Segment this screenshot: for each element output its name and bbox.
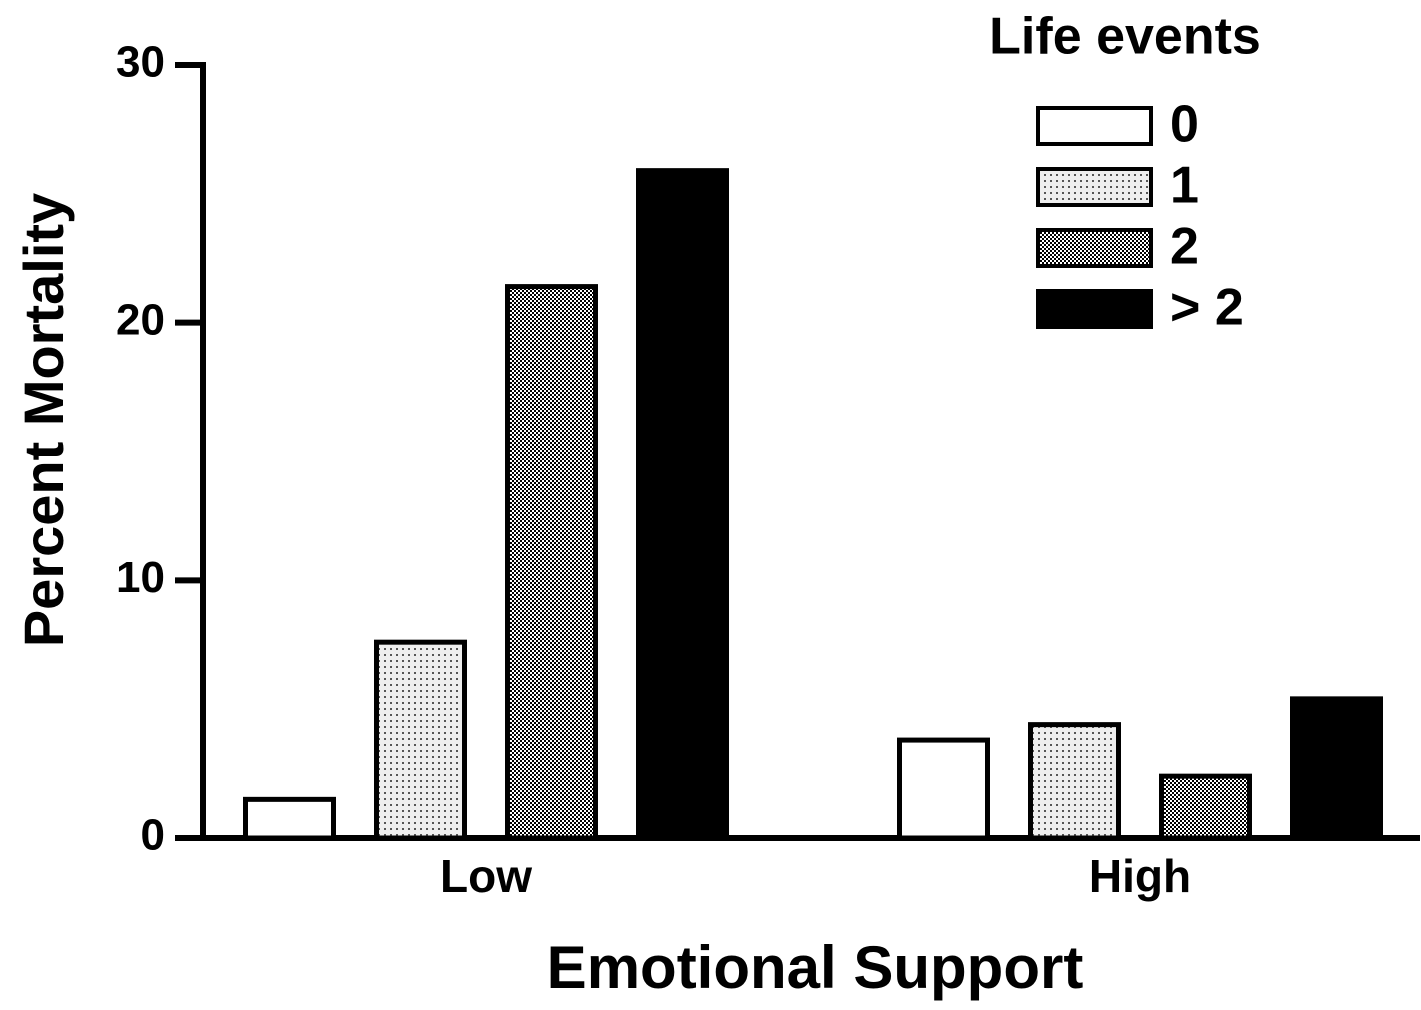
legend-swatch [1036, 106, 1153, 146]
legend-swatch [1036, 167, 1153, 207]
bar [374, 639, 467, 841]
bar [897, 737, 990, 841]
legend-label: 1 [1170, 157, 1199, 215]
legend-title: Life events [989, 8, 1261, 66]
x-tick-label: Low [440, 850, 532, 902]
bar [636, 168, 729, 841]
legend-swatch [1036, 289, 1153, 329]
bar [1159, 773, 1252, 841]
y-tick-label: 20 [116, 295, 165, 344]
legend-label: 0 [1170, 96, 1199, 154]
y-tick-label: 30 [116, 38, 165, 87]
legend-swatch [1036, 228, 1153, 268]
x-tick-label: High [1089, 850, 1191, 902]
bar [1028, 722, 1121, 841]
legend-label: > 2 [1170, 279, 1244, 337]
bar [243, 796, 336, 841]
y-tick-label: 10 [116, 553, 165, 602]
x-axis-title: Emotional Support [547, 934, 1084, 1001]
y-axis-title: Percent Mortality [12, 193, 75, 647]
bar [1290, 696, 1383, 841]
bar [505, 284, 598, 841]
legend-label: 2 [1170, 218, 1199, 276]
y-tick-label: 0 [141, 811, 165, 860]
